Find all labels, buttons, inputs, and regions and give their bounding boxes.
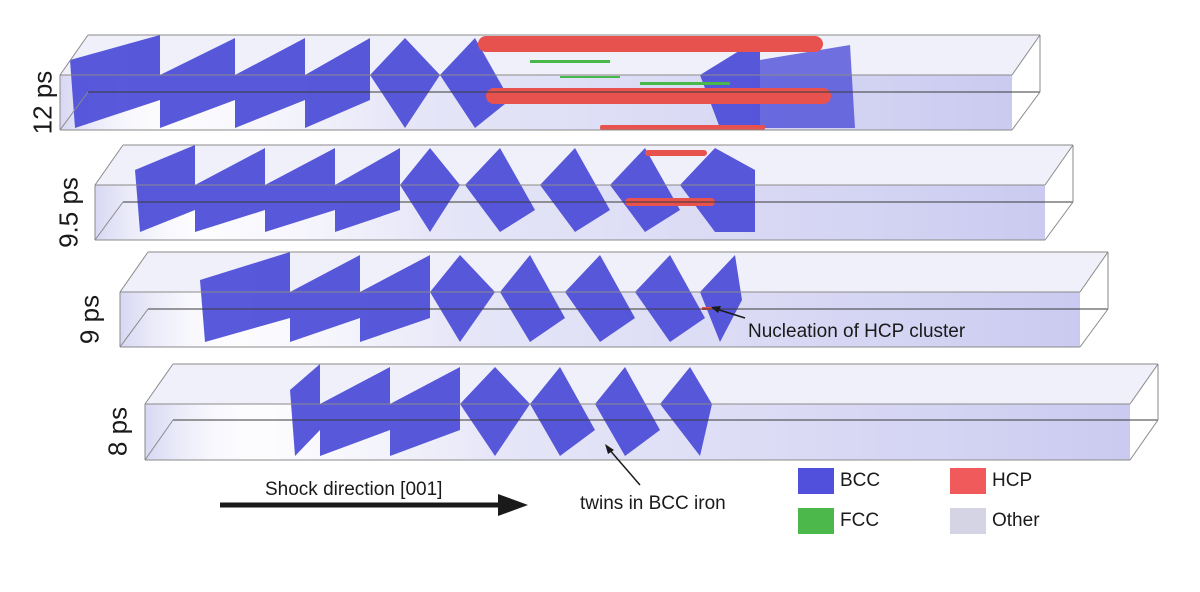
other-swatch	[950, 508, 986, 534]
fcc-swatch	[798, 508, 834, 534]
legend-fcc: FCC	[798, 506, 879, 536]
time-label-9-5ps: 9.5 ps	[53, 177, 84, 248]
shock-direction-arrow	[220, 494, 528, 516]
box-haze-left	[145, 404, 265, 460]
legend-label-bcc: BCC	[840, 470, 881, 491]
legend-bcc: BCC	[798, 466, 880, 496]
bcc-twin-blocks	[135, 145, 755, 232]
bcc-twin-blocks	[290, 364, 712, 456]
nucleation-pointer	[711, 306, 746, 319]
bcc-swatch	[798, 468, 834, 494]
time-label-12ps: 12 ps	[27, 70, 58, 135]
time-label-9ps: 9 ps	[74, 294, 105, 345]
legend-label-fcc: FCC	[840, 510, 880, 531]
bcc-twin-blocks	[70, 35, 855, 128]
legend-label-hcp: HCP	[992, 470, 1033, 491]
fcc-scatter	[530, 60, 730, 85]
hcp-swatch	[950, 468, 986, 494]
legend-hcp: HCP	[950, 466, 1032, 496]
box-haze	[120, 252, 1108, 292]
legend-other: Other	[950, 506, 1040, 536]
bcc-twin-blocks	[200, 252, 742, 342]
box-haze	[145, 364, 1158, 404]
panel-9-5ps	[94, 144, 1074, 241]
shock-direction-label: Shock direction [001]	[265, 479, 443, 500]
panel-12ps	[59, 34, 1041, 131]
twins-pointer	[605, 444, 641, 486]
panel-9ps	[119, 251, 1109, 348]
panel-8ps	[144, 363, 1159, 461]
twins-annotation: twins in BCC iron	[580, 493, 726, 514]
legend-label-other: Other	[992, 510, 1040, 531]
nucleation-annotation: Nucleation of HCP cluster	[748, 321, 966, 342]
time-label-8ps: 8 ps	[102, 406, 133, 457]
